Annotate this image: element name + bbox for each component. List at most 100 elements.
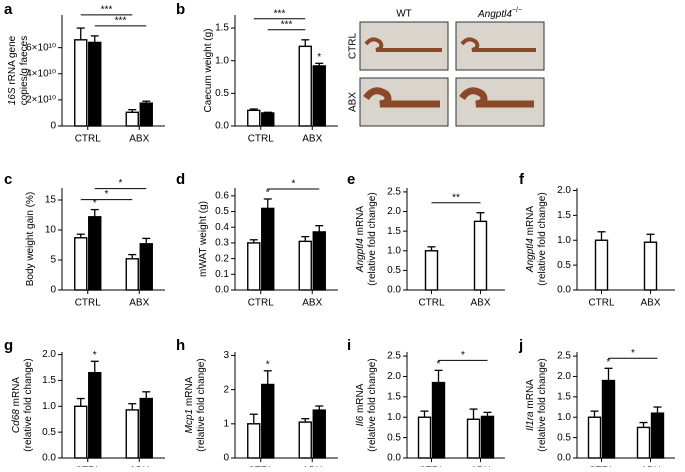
y-axis-label-part: Angptl4: [525, 238, 536, 273]
y-tick-label: 2.0: [387, 206, 401, 217]
x-tick-label: CTRL: [418, 298, 445, 309]
x-tick-label: ABX: [129, 298, 149, 309]
y-tick-label: 6×10¹⁰: [26, 42, 56, 53]
photo-column-label: WT: [396, 9, 412, 20]
y-tick-label: 0.0: [557, 285, 571, 296]
panel-letter: i: [347, 337, 351, 354]
y-tick-label: 1.5: [215, 23, 229, 34]
y-axis-label-part: (relative fold change): [367, 192, 378, 285]
y-tick-label: 1.0: [387, 245, 401, 256]
bar: [139, 102, 153, 127]
y-tick-label: 2×10¹⁰: [26, 95, 56, 106]
bar: [139, 397, 153, 459]
y-axis-label: (relative fold change): [196, 358, 207, 451]
intestine: [459, 87, 534, 108]
y-axis-label: mWAT weight (g): [198, 201, 209, 277]
photo: [455, 21, 545, 71]
y-axis-label: 16S rRNA gene: [7, 35, 18, 105]
y-tick-label: 4×10¹⁰: [26, 68, 56, 79]
bar: [594, 239, 609, 291]
y-tick-label: 0: [223, 453, 229, 464]
y-axis-label-part: mRNA: [11, 377, 22, 410]
y-tick-label: 0.5: [557, 260, 571, 271]
significance-star: *: [437, 359, 441, 370]
bar: [261, 112, 275, 127]
bar: [261, 207, 275, 291]
y-tick-label: 1: [223, 418, 229, 429]
bar: [298, 45, 312, 127]
panel-letter: h: [176, 337, 185, 354]
y-tick-label: 0.5: [557, 432, 571, 443]
y-axis-label-part: (relative fold change): [23, 358, 34, 451]
y-tick-label: 2.0: [387, 371, 401, 382]
y-tick-label: 1.0: [557, 412, 571, 423]
y-axis-label-part: mRNA: [184, 376, 195, 409]
y-tick-label: 1.0: [42, 401, 56, 412]
intestine: [460, 37, 536, 52]
significance-star: *: [292, 179, 296, 190]
bar: [125, 258, 139, 291]
y-axis-label: copies/g faeces: [19, 36, 30, 106]
y-axis-label-part: Caecum weight (g): [203, 29, 214, 113]
y-axis-label: Il1ra mRNA: [525, 379, 536, 431]
y-tick-label: 0.3: [215, 238, 229, 249]
bar: [431, 381, 446, 459]
bar: [74, 39, 88, 127]
bar: [298, 421, 312, 459]
y-tick-label: 2.0: [557, 371, 571, 382]
y-tick-label: 0: [50, 285, 56, 296]
bar: [125, 409, 139, 459]
y-axis-label-part: Il1ra: [525, 411, 536, 431]
y-axis-label: (relative fold change): [537, 358, 548, 451]
bar: [466, 418, 481, 459]
y-tick-label: 1.0: [387, 412, 401, 423]
photo: [359, 21, 449, 71]
y-axis-label-part: rRNA gene: [7, 35, 18, 87]
intestine: [363, 87, 440, 108]
y-tick-label: 0.0: [215, 121, 229, 132]
bar: [312, 409, 326, 459]
bar: [298, 240, 312, 291]
y-axis-label: Body weight gain (%): [25, 192, 36, 287]
bar: [74, 237, 88, 291]
y-axis-label-part: 16S: [7, 87, 18, 105]
panel-letter: c: [4, 171, 12, 188]
significance-star: ***: [281, 19, 293, 30]
significance-star: *: [119, 178, 123, 189]
y-tick-label: 3: [223, 350, 229, 361]
panel-letter: d: [176, 171, 185, 188]
x-tick-label: ABX: [470, 298, 490, 309]
photo-column-gene: Angptl4: [477, 9, 512, 20]
significance-star: *: [266, 188, 270, 199]
bar: [247, 242, 261, 291]
y-tick-label: 0.4: [215, 222, 229, 233]
y-axis-label-part: Mcp1: [184, 409, 195, 433]
intestine: [364, 37, 442, 52]
y-axis-label-part: mRNA: [525, 206, 536, 239]
significance-star: *: [93, 350, 97, 361]
y-tick-label: 2: [223, 384, 229, 395]
y-tick-label: 0.0: [557, 453, 571, 464]
y-axis-label: (relative fold change): [537, 192, 548, 285]
bar: [312, 231, 326, 291]
x-tick-label: CTRL: [75, 298, 102, 309]
y-axis-label: (relative fold change): [367, 192, 378, 285]
bar: [139, 243, 153, 291]
y-axis-label-part: Cd68: [11, 409, 22, 433]
bar: [636, 426, 651, 459]
y-axis-label: Caecum weight (g): [203, 29, 214, 113]
y-tick-label: 1.5: [387, 391, 401, 402]
photo-row-label: CTRL: [348, 33, 359, 60]
y-tick-label: 2.0: [42, 349, 56, 360]
photo-column-label: Angptl4−/−: [477, 7, 522, 20]
y-axis-label-part: copies/g faeces: [19, 36, 30, 106]
y-tick-label: 1.5: [557, 210, 571, 221]
y-tick-label: 2.0: [557, 185, 571, 196]
y-tick-label: 0.0: [42, 453, 56, 464]
significance-star: *: [93, 198, 97, 209]
y-axis-label: (relative fold change): [23, 358, 34, 451]
x-tick-label: ABX: [129, 134, 149, 145]
bar: [247, 109, 261, 127]
y-tick-label: 0.5: [215, 88, 229, 99]
